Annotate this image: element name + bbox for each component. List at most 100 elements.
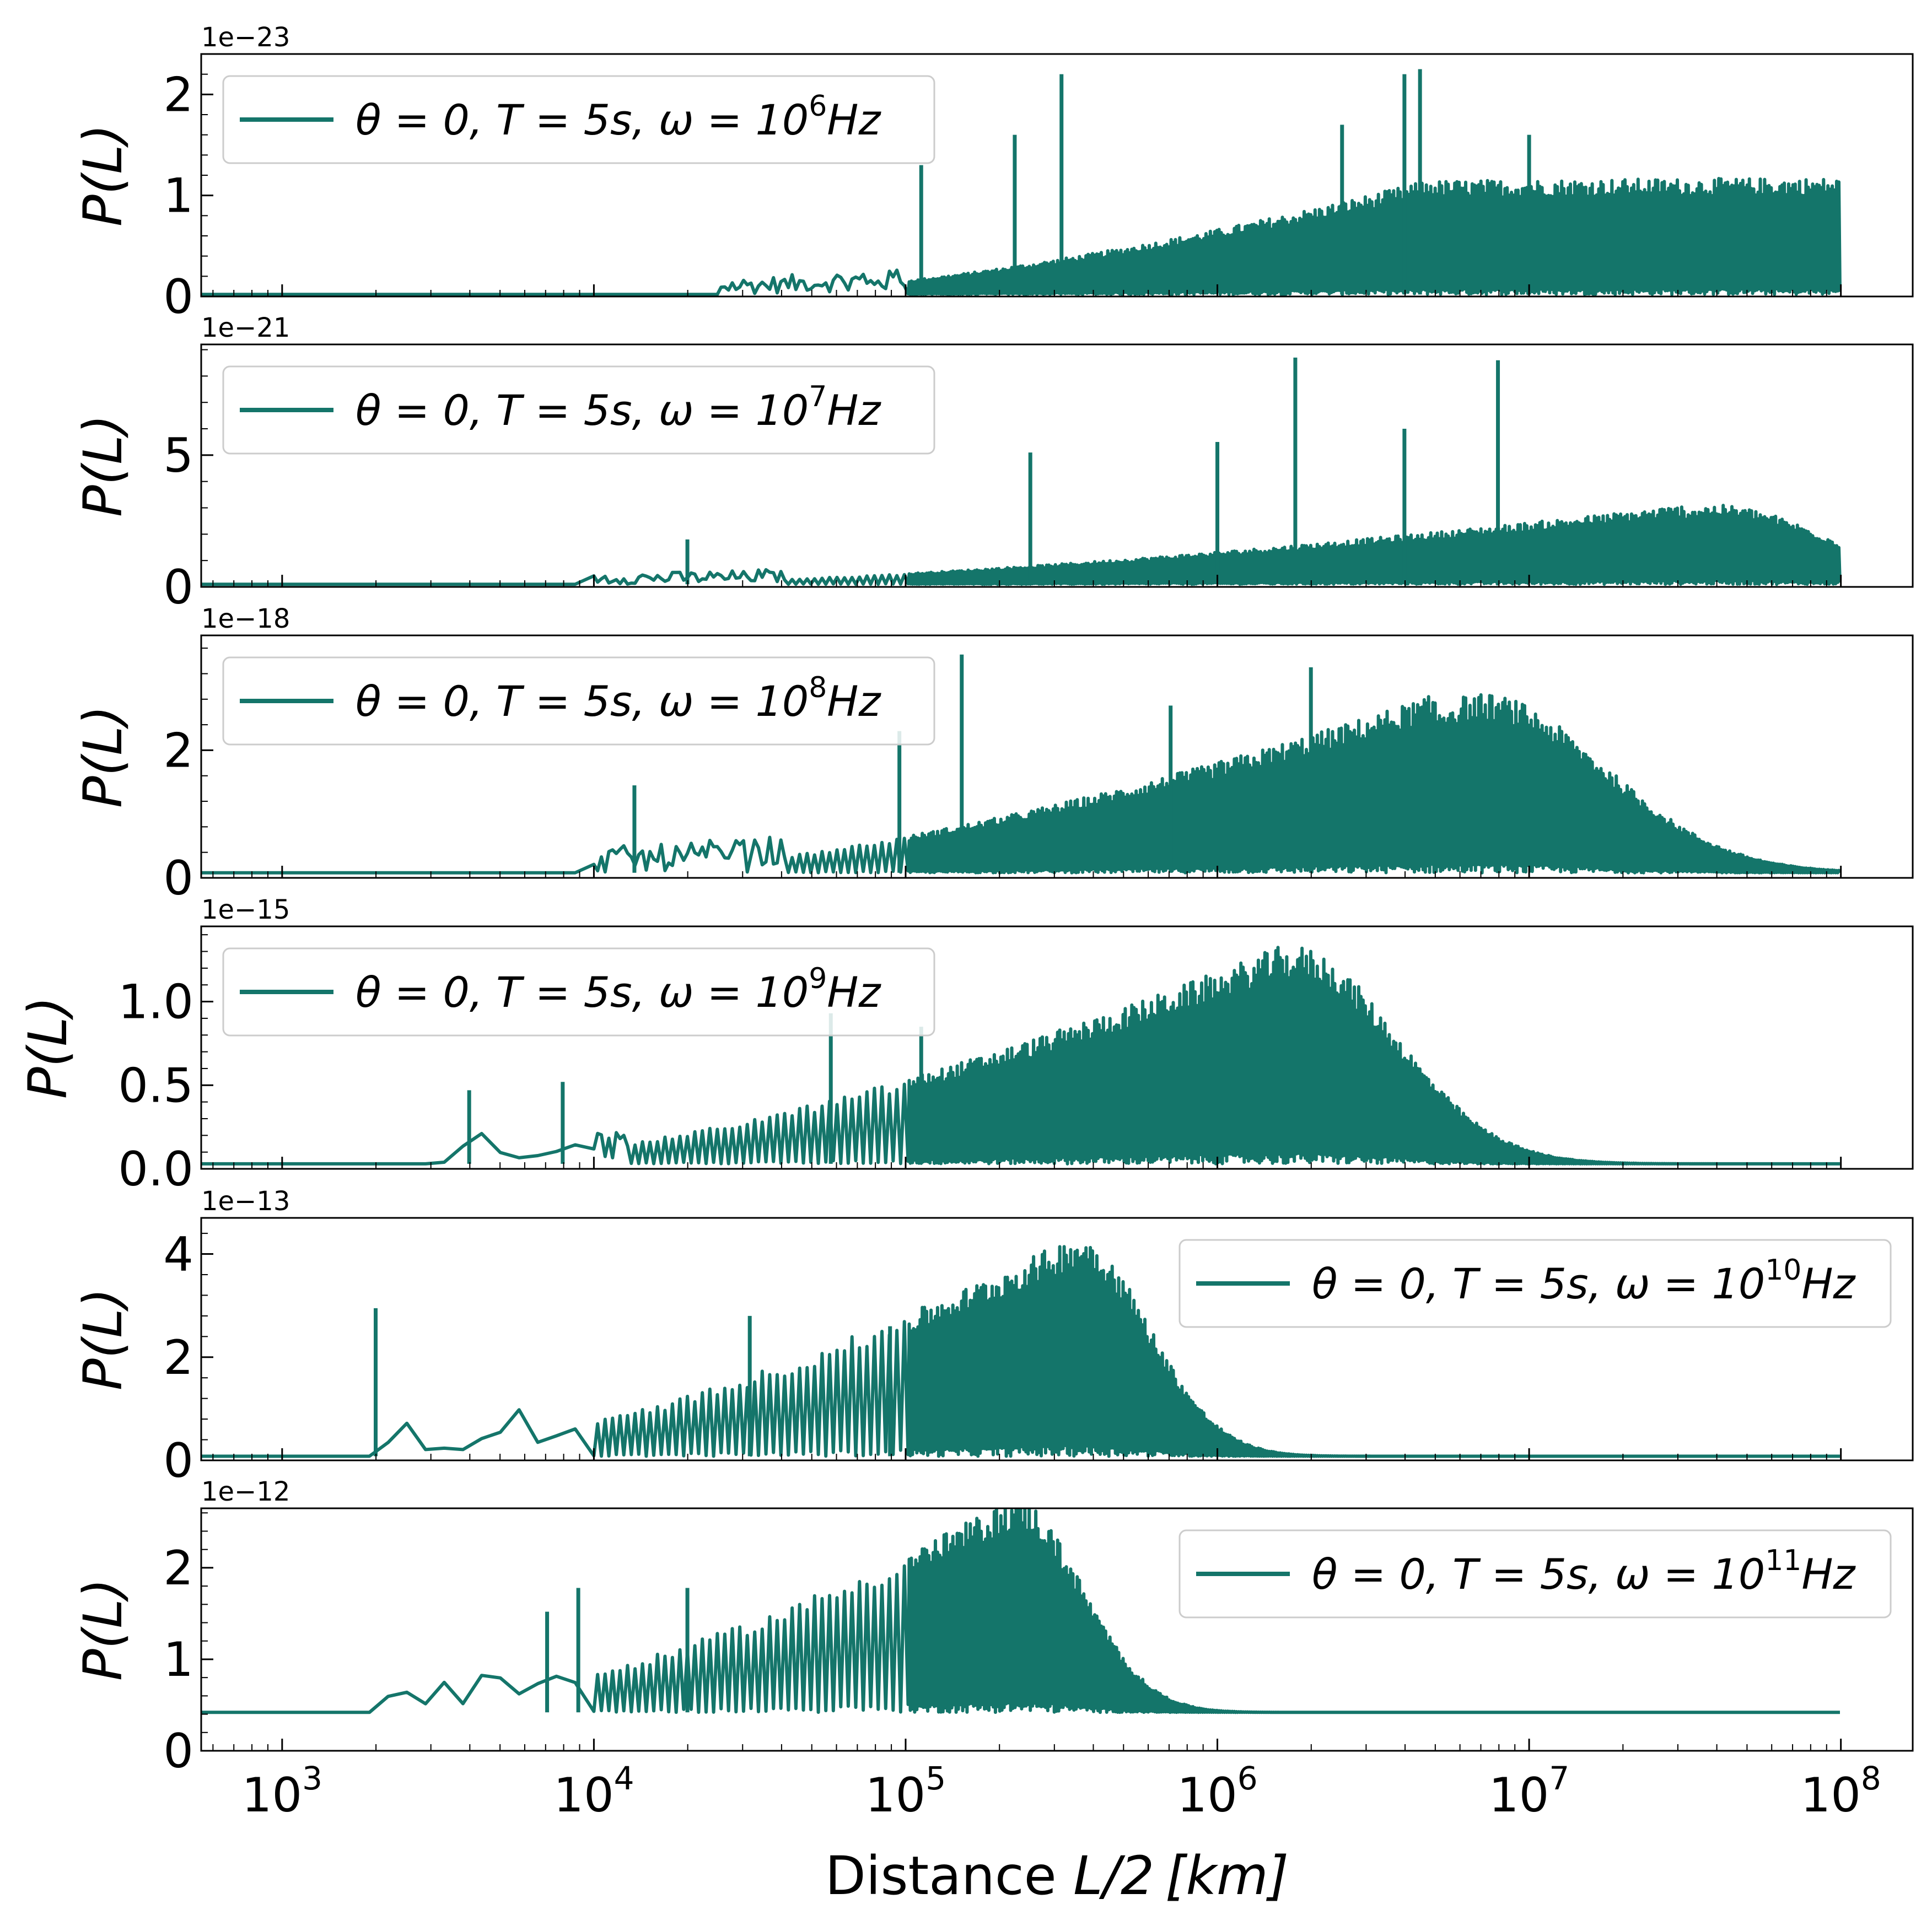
series-group-p1 xyxy=(201,69,1842,296)
panel-p1: 1e−23 0 1 2 P(L) θ = 0, T = 5s, ω = 106Hz xyxy=(72,22,1914,325)
xtick-label-exp-3: 6 xyxy=(1237,1760,1258,1797)
legend-label-p2: θ = 0, T = 5s, ω = 107Hz xyxy=(356,380,881,435)
offset-label-p6: 1e−12 xyxy=(201,1476,290,1507)
series-line-p5 xyxy=(201,1245,1840,1458)
ytick-label-p5-1: 2 xyxy=(163,1330,193,1385)
series-group-p4 xyxy=(201,946,1840,1166)
ytick-label-p6-0: 0 xyxy=(163,1724,193,1779)
ytick-label-p3-1: 2 xyxy=(163,723,193,778)
legend-frame-p4 xyxy=(222,947,935,1037)
offset-label-p5: 1e−13 xyxy=(201,1186,290,1217)
panel-p2: 1e−21 0 5 P(L) θ = 0, T = 5s, ω = 107Hz xyxy=(72,312,1914,615)
xtick-label-1: 104 xyxy=(553,1760,634,1823)
x-axis-label-unit: [km] xyxy=(1165,1845,1289,1907)
series-line-p6 xyxy=(201,1508,1840,1714)
axes-frame-p2 xyxy=(200,343,1914,588)
xtick-label-base-5: 10 xyxy=(1800,1768,1860,1823)
y-axis-label-p5: P(L) xyxy=(72,1288,134,1390)
legend-label-p5: θ = 0, T = 5s, ω = 1010Hz xyxy=(1312,1254,1856,1308)
legend-label-unit-p6: Hz xyxy=(1801,1550,1856,1599)
xtick-label-3: 106 xyxy=(1177,1760,1257,1823)
x-axis-label: Distance L/2 [km] xyxy=(825,1845,1289,1907)
panel-p3: 1e−18 0 2 P(L) θ = 0, T = 5s, ω = 108Hz xyxy=(72,603,1914,906)
axes-frame-p3 xyxy=(200,634,1914,879)
legend-label-unit-p2: Hz xyxy=(827,386,881,435)
legend-frame-p6 xyxy=(1178,1529,1892,1619)
ytick-label-p6-1: 1 xyxy=(163,1632,193,1687)
legend-label-p3: θ = 0, T = 5s, ω = 108Hz xyxy=(356,671,881,726)
legend-frame-p2 xyxy=(222,365,935,455)
offset-label-p4: 1e−15 xyxy=(201,894,290,925)
legend-p3: θ = 0, T = 5s, ω = 108Hz xyxy=(222,656,935,746)
legend-label-main-p1: θ = 0, T = 5s, ω = 10 xyxy=(356,95,809,144)
legend-label-main-p5: θ = 0, T = 5s, ω = 10 xyxy=(1312,1259,1765,1308)
legend-label-main-p3: θ = 0, T = 5s, ω = 10 xyxy=(356,677,809,726)
offset-label-p1: 1e−23 xyxy=(201,22,290,53)
xtick-label-exp-5: 8 xyxy=(1861,1760,1881,1797)
ytick-label-p1-1: 1 xyxy=(163,169,193,224)
ytick-label-p5-2: 4 xyxy=(163,1227,193,1282)
y-axis-label-p3: P(L) xyxy=(72,705,134,808)
xtick-label-4: 107 xyxy=(1489,1760,1569,1823)
y-axis-label-p1: P(L) xyxy=(72,124,134,226)
xtick-label-5: 108 xyxy=(1800,1760,1881,1823)
panel-p5: 1e−13 0 2 4 P(L) θ = 0, T = 5s, ω = 1010Hz xyxy=(72,1186,1914,1488)
ytick-label-p2-1: 5 xyxy=(163,428,193,483)
series-line-p4 xyxy=(201,946,1840,1166)
legend-frame-p1 xyxy=(222,75,935,164)
x-axis-label-var: L xyxy=(1073,1845,1102,1907)
ytick-label-p4-0: 0.0 xyxy=(118,1142,193,1197)
xtick-label-base-1: 10 xyxy=(553,1768,613,1823)
legend-label-unit-p3: Hz xyxy=(827,677,881,726)
legend-label-p4: θ = 0, T = 5s, ω = 109Hz xyxy=(356,962,881,1017)
series-group-p3 xyxy=(201,654,1842,875)
ytick-label-p4-2: 1.0 xyxy=(118,975,193,1030)
legend-label-p6: θ = 0, T = 5s, ω = 1011Hz xyxy=(1312,1544,1856,1599)
x-axis: 103 104 105 106 107 108 xyxy=(242,1760,1881,1823)
y-axis-label-p6: P(L) xyxy=(72,1578,134,1681)
offset-label-p2: 1e−21 xyxy=(201,312,290,343)
offset-label-p3: 1e−18 xyxy=(201,603,290,634)
series-line-p3 xyxy=(201,693,1842,875)
xtick-label-exp-4: 7 xyxy=(1549,1760,1569,1797)
axes-frame-p5 xyxy=(200,1217,1914,1461)
legend-label-exp-p4: 9 xyxy=(809,962,827,995)
legend-label-main-p2: θ = 0, T = 5s, ω = 10 xyxy=(356,386,809,435)
panel-p6: 1e−12 0 1 2 P(L) θ = 0, T = 5s, ω = 1011Hz xyxy=(72,1476,1914,1779)
ytick-label-p3-0: 0 xyxy=(163,851,193,906)
x-axis-label-prefix: Distance xyxy=(825,1845,1073,1907)
legend-p5: θ = 0, T = 5s, ω = 1010Hz xyxy=(1178,1239,1892,1328)
axes-frame-p4 xyxy=(200,925,1914,1170)
xtick-label-2: 105 xyxy=(865,1760,946,1823)
legend-label-exp-p3: 8 xyxy=(809,671,827,704)
ytick-label-p5-0: 0 xyxy=(163,1433,193,1488)
xtick-label-base-0: 10 xyxy=(242,1768,302,1823)
xtick-label-base-4: 10 xyxy=(1489,1768,1549,1823)
xtick-label-base-2: 10 xyxy=(865,1768,925,1823)
legend-p2: θ = 0, T = 5s, ω = 107Hz xyxy=(222,365,935,455)
ytick-label-p1-2: 2 xyxy=(163,67,193,122)
legend-label-unit-p1: Hz xyxy=(827,95,881,144)
series-group-p6 xyxy=(201,1508,1840,1714)
series-line-p2 xyxy=(201,504,1842,586)
legend-label-exp-p6: 11 xyxy=(1765,1544,1801,1577)
xtick-label-exp-0: 3 xyxy=(302,1760,322,1797)
legend-label-unit-p4: Hz xyxy=(827,968,881,1017)
legend-label-exp-p1: 6 xyxy=(809,90,827,123)
panel-p4: 1e−15 0.0 0.5 1.0 P(L) θ = 0, T = 5s, ω = 109… xyxy=(17,894,1914,1197)
series-line-p1 xyxy=(201,177,1842,296)
legend-p1: θ = 0, T = 5s, ω = 106Hz xyxy=(222,75,935,164)
legend-label-exp-p2: 7 xyxy=(809,380,827,413)
series-group-p5 xyxy=(201,1245,1840,1458)
legend-label-main-p6: θ = 0, T = 5s, ω = 10 xyxy=(1312,1550,1765,1599)
legend-label-unit-p5: Hz xyxy=(1801,1259,1856,1308)
xtick-label-exp-1: 4 xyxy=(614,1760,634,1797)
x-axis-label-mid: /2 xyxy=(1099,1845,1154,1907)
ytick-label-p4-1: 0.5 xyxy=(118,1058,193,1113)
axes-frame-p6 xyxy=(200,1507,1914,1752)
xtick-label-0: 103 xyxy=(242,1760,322,1823)
legend-frame-p3 xyxy=(222,656,935,746)
legend-frame-p5 xyxy=(1178,1239,1892,1328)
